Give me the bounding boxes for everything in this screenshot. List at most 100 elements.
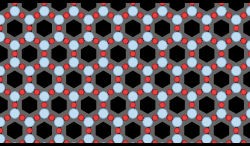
Circle shape — [25, 134, 34, 144]
Polygon shape — [176, 62, 206, 97]
Circle shape — [69, 143, 78, 146]
Circle shape — [218, 0, 223, 5]
Circle shape — [181, 115, 186, 120]
Circle shape — [166, 38, 172, 44]
Circle shape — [93, 13, 98, 18]
Circle shape — [203, 77, 208, 82]
Circle shape — [216, 143, 225, 146]
Circle shape — [78, 38, 84, 44]
Circle shape — [0, 66, 5, 76]
Circle shape — [128, 58, 137, 67]
Circle shape — [5, 38, 10, 44]
Circle shape — [69, 6, 78, 16]
Circle shape — [113, 66, 122, 76]
Circle shape — [122, 115, 128, 120]
Circle shape — [71, 102, 76, 108]
Circle shape — [54, 66, 64, 76]
Circle shape — [210, 141, 216, 146]
Circle shape — [86, 128, 91, 133]
Circle shape — [10, 6, 20, 16]
Circle shape — [19, 115, 25, 120]
Circle shape — [54, 15, 64, 25]
Polygon shape — [66, 71, 81, 88]
Circle shape — [216, 41, 225, 50]
Circle shape — [108, 115, 113, 120]
Circle shape — [130, 0, 135, 5]
Circle shape — [34, 64, 40, 69]
Polygon shape — [191, 0, 220, 20]
Circle shape — [49, 141, 54, 146]
Circle shape — [42, 51, 47, 57]
Circle shape — [12, 0, 18, 5]
Circle shape — [100, 51, 106, 57]
Polygon shape — [36, 71, 52, 88]
Circle shape — [144, 77, 150, 82]
Circle shape — [172, 117, 181, 127]
Circle shape — [34, 115, 40, 120]
Circle shape — [19, 38, 25, 44]
Polygon shape — [235, 11, 250, 45]
Polygon shape — [228, 0, 243, 12]
Circle shape — [54, 117, 64, 127]
Circle shape — [25, 83, 34, 93]
Circle shape — [245, 6, 250, 16]
Circle shape — [201, 117, 211, 127]
Polygon shape — [30, 11, 59, 45]
Circle shape — [225, 13, 231, 18]
Polygon shape — [213, 71, 228, 88]
Polygon shape — [169, 96, 184, 114]
Circle shape — [49, 13, 54, 18]
Circle shape — [64, 38, 69, 44]
Circle shape — [144, 128, 150, 133]
Circle shape — [113, 32, 122, 42]
Circle shape — [166, 13, 172, 18]
Circle shape — [152, 115, 157, 120]
Circle shape — [210, 89, 216, 95]
Circle shape — [137, 13, 142, 18]
Polygon shape — [169, 45, 184, 63]
Circle shape — [5, 13, 10, 18]
Polygon shape — [154, 122, 170, 139]
Polygon shape — [0, 96, 8, 114]
Polygon shape — [36, 19, 52, 37]
Polygon shape — [220, 139, 250, 146]
Circle shape — [172, 32, 181, 42]
Polygon shape — [169, 0, 184, 12]
Circle shape — [84, 117, 93, 127]
Circle shape — [240, 115, 245, 120]
Polygon shape — [198, 96, 214, 114]
Polygon shape — [154, 71, 170, 88]
Circle shape — [93, 64, 98, 69]
Circle shape — [152, 13, 157, 18]
Polygon shape — [36, 122, 52, 139]
Circle shape — [64, 13, 69, 18]
Circle shape — [232, 26, 238, 31]
Polygon shape — [125, 19, 140, 37]
Circle shape — [230, 66, 240, 76]
Circle shape — [42, 102, 47, 108]
Circle shape — [5, 115, 10, 120]
Polygon shape — [88, 62, 118, 97]
Circle shape — [108, 141, 113, 146]
Polygon shape — [132, 88, 162, 122]
Circle shape — [181, 13, 186, 18]
Polygon shape — [191, 37, 220, 71]
Polygon shape — [228, 45, 243, 63]
Circle shape — [113, 15, 122, 25]
Circle shape — [240, 89, 245, 95]
Polygon shape — [88, 11, 118, 45]
Polygon shape — [51, 96, 66, 114]
Polygon shape — [22, 96, 37, 114]
Circle shape — [181, 89, 186, 95]
Polygon shape — [0, 62, 30, 97]
Circle shape — [225, 38, 231, 44]
Circle shape — [12, 51, 18, 57]
Circle shape — [159, 102, 164, 108]
Polygon shape — [15, 139, 44, 146]
Circle shape — [210, 13, 216, 18]
Polygon shape — [74, 88, 103, 122]
Circle shape — [144, 26, 150, 31]
Circle shape — [201, 66, 211, 76]
Circle shape — [78, 13, 84, 18]
Polygon shape — [242, 71, 250, 88]
